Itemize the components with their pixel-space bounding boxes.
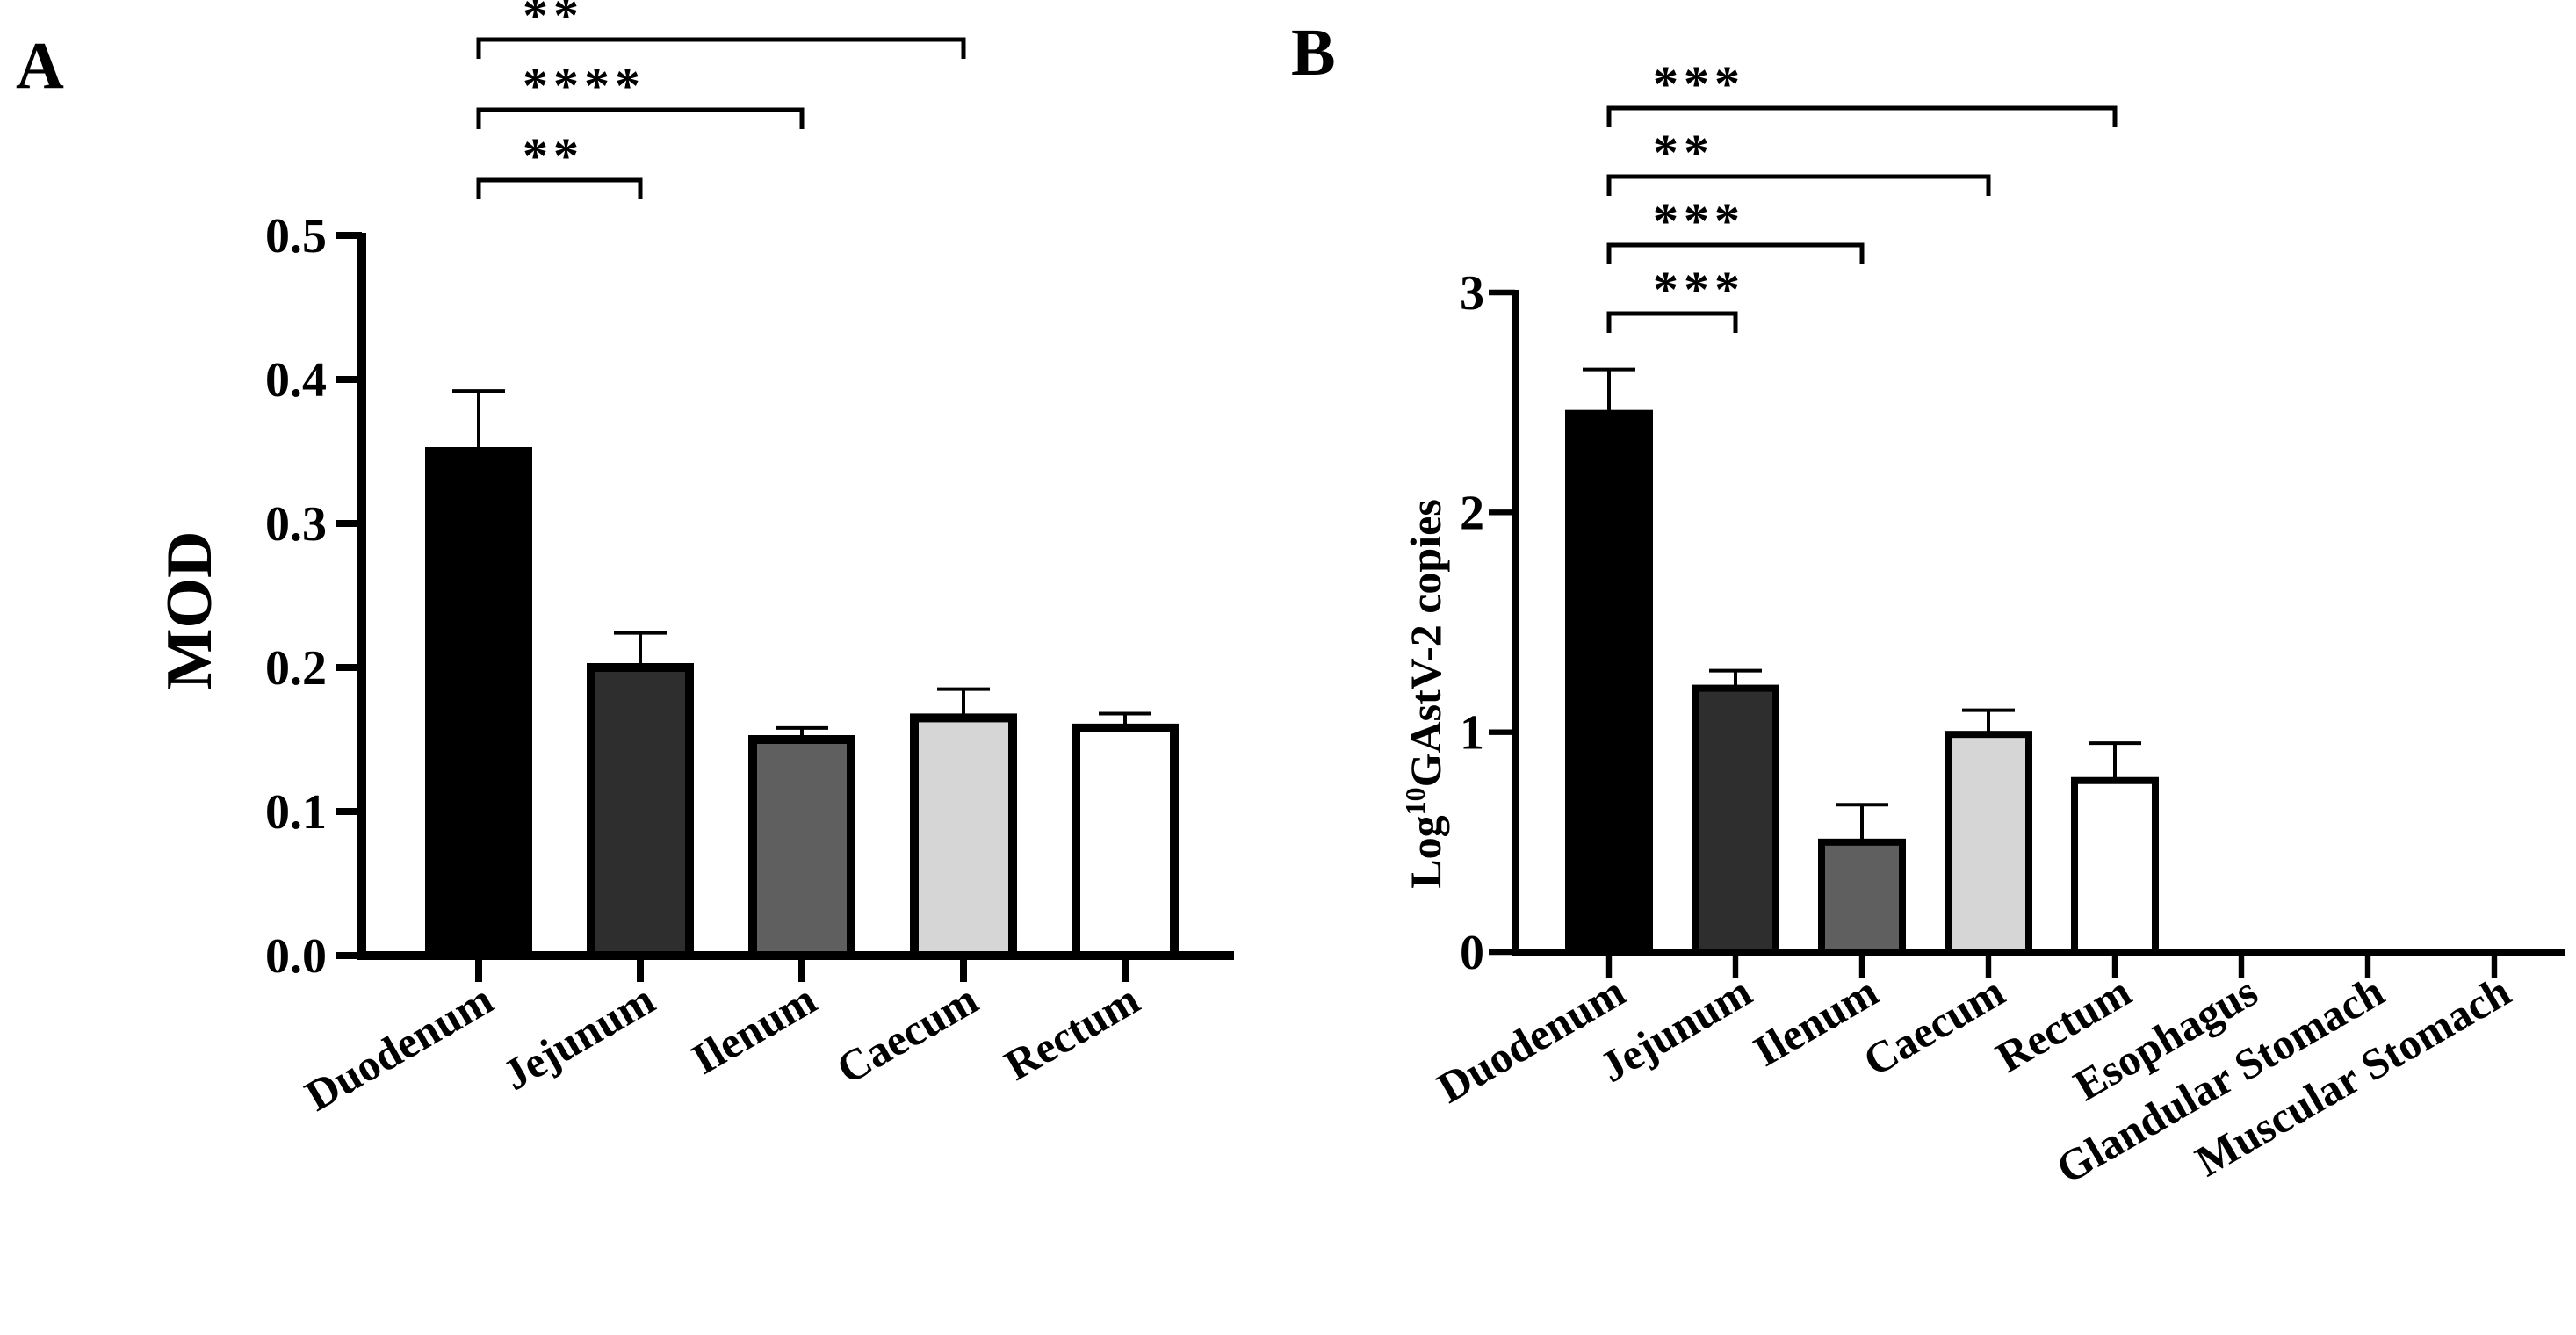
significance-bracket-a (476, 177, 643, 199)
significance-bracket-a (476, 37, 966, 59)
y-tick-label-b: 1 (1460, 706, 1484, 761)
y-tick-label-a: 0.3 (265, 497, 327, 552)
y-tick-label-b: 0 (1460, 926, 1484, 980)
x-tick-label-a: Duodenum (297, 974, 501, 1121)
bar-b-jejunum (1692, 684, 1779, 956)
significance-label-b: *** (1653, 192, 1745, 249)
significance-bracket-b (1606, 311, 1738, 333)
y-tick-label-b: 2 (1460, 486, 1484, 540)
significance-bracket-b (1606, 242, 1865, 264)
significance-label-b: ** (1653, 124, 1714, 181)
y-axis-title-a: MOD (154, 531, 226, 690)
significance-bracket-b (1606, 174, 1991, 196)
bar-b-ilenum (1818, 838, 1906, 956)
panel-b: 0123DuodenumJejunumIlenumCaecumRectumEso… (1429, 55, 2565, 1194)
y-axis-title-b-base: Log (1401, 815, 1450, 888)
y-tick-label-b: 3 (1460, 266, 1484, 321)
significance-label-b: *** (1653, 55, 1745, 112)
y-tick-label-a: 0.1 (265, 785, 327, 840)
bar-a-jejunum (587, 663, 694, 960)
y-axis-title-b-rest: GAstV-2 copies (1401, 499, 1450, 787)
y-axis-title-b-sup: 10 (1399, 787, 1431, 815)
significance-bracket-b (1606, 105, 2118, 127)
significance-label-a: ** (523, 127, 584, 184)
panel-label-a: A (16, 29, 64, 103)
bar-b-caecum (1945, 731, 2032, 956)
y-tick-label-a: 0.4 (265, 353, 327, 408)
x-tick-label-a: Caecum (828, 974, 986, 1093)
panel-label-b: B (1291, 16, 1336, 90)
y-tick-label-a: 0.2 (265, 641, 327, 696)
bar-a-duodenum (425, 447, 532, 960)
y-tick-label-a: 0.0 (265, 929, 327, 984)
x-tick-label-b: Duodenum (1429, 966, 1634, 1113)
x-tick-label-a: Rectum (996, 974, 1147, 1090)
bar-a-ilenum (748, 735, 855, 960)
significance-bracket-a (476, 107, 805, 129)
y-tick-label-a: 0.5 (265, 209, 327, 263)
significance-label-a: **** (523, 57, 646, 114)
bar-a-caecum (910, 713, 1017, 961)
x-tick-label-b: Caecum (1855, 966, 2013, 1086)
y-axis-title-b: Log10GAstV-2 copies (1399, 499, 1450, 889)
x-tick-label-a: Jejunum (494, 974, 663, 1100)
bar-b-rectum (2071, 776, 2159, 956)
bar-b-duodenum (1565, 409, 1653, 956)
bar-a-rectum (1072, 723, 1179, 960)
significance-label-b: *** (1653, 261, 1745, 318)
significance-label-a: ** (523, 0, 584, 44)
x-tick-label-a: Ilenum (683, 974, 824, 1084)
